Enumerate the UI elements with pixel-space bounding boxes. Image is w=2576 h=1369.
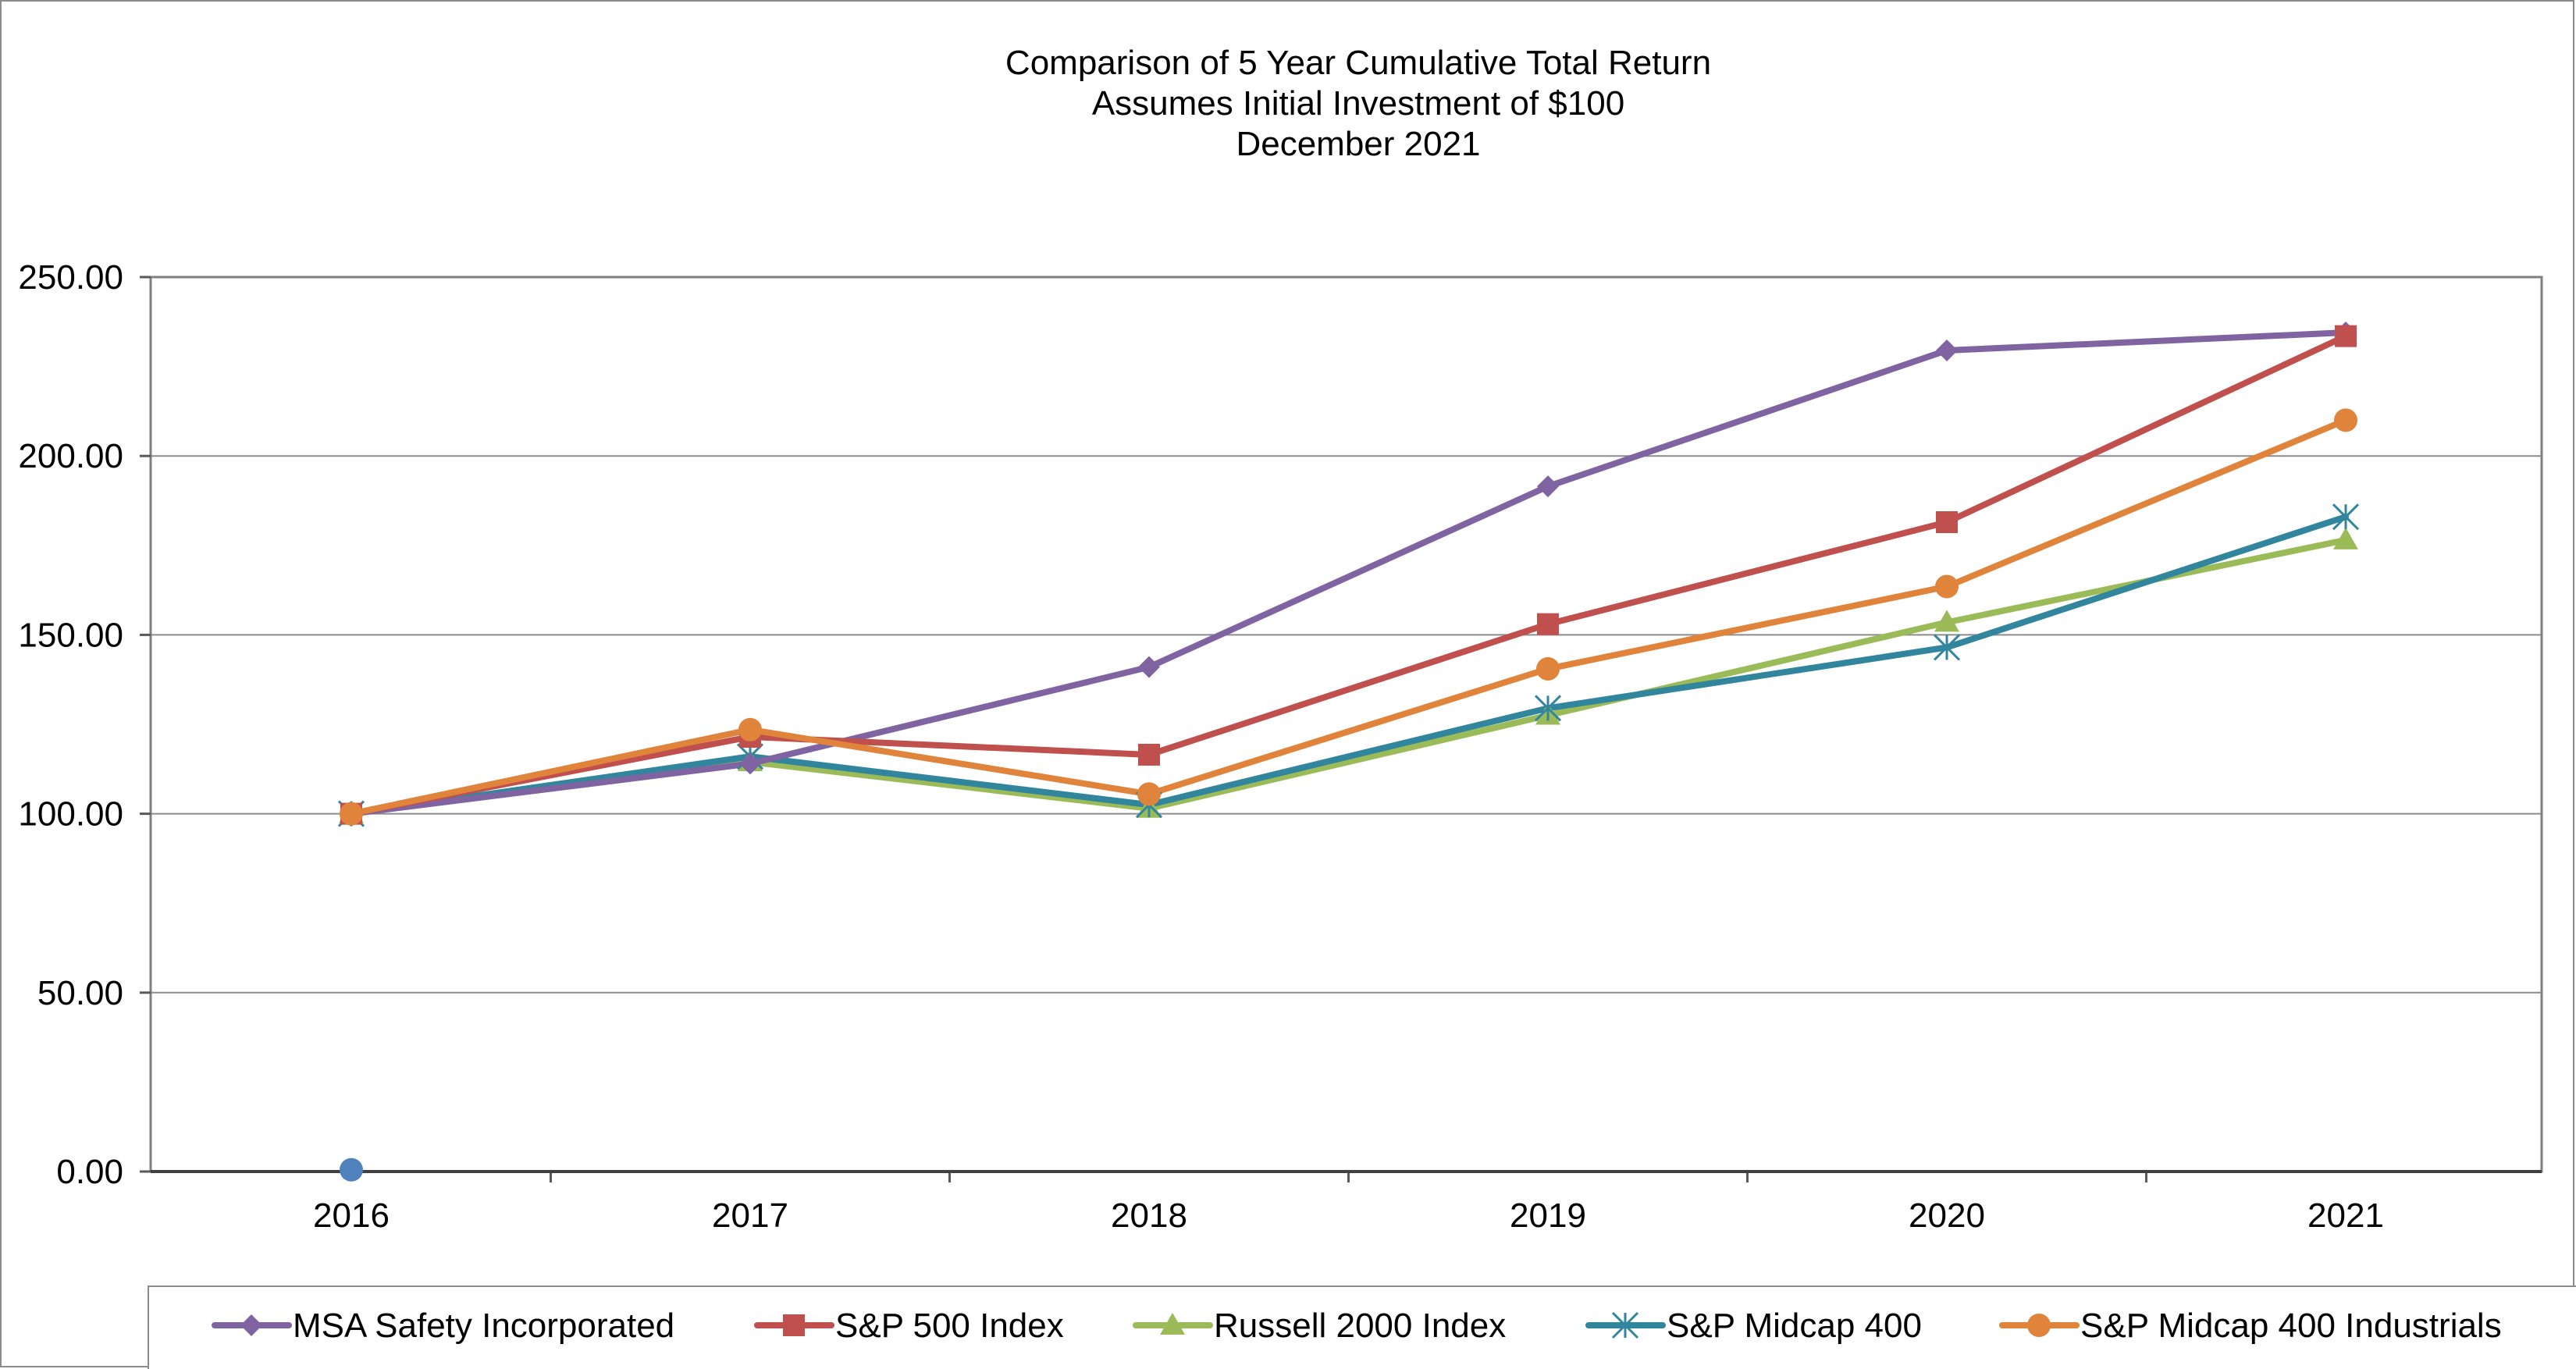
gridlines bbox=[151, 455, 2542, 994]
data-point bbox=[1936, 511, 1958, 534]
series-line bbox=[348, 329, 2349, 817]
y-tick-label: 200.00 bbox=[18, 437, 123, 475]
data-point bbox=[1536, 656, 1560, 681]
data-point bbox=[2335, 325, 2357, 347]
data-point bbox=[739, 752, 761, 775]
y-tick-label: 100.00 bbox=[18, 795, 123, 834]
legend-label: Russell 2000 Index bbox=[1214, 1307, 1506, 1345]
legend-label: S&P Midcap 400 bbox=[1667, 1307, 1922, 1345]
data-point bbox=[340, 802, 363, 826]
annotation-point bbox=[340, 1157, 363, 1182]
legend-marker bbox=[2027, 1314, 2051, 1337]
chart-subtitle-1: Assumes Initial Investment of $100 bbox=[1091, 84, 1625, 123]
y-tick-label: 250.00 bbox=[18, 258, 123, 297]
data-point bbox=[1936, 339, 1958, 361]
data-point bbox=[1138, 743, 1160, 766]
legend: MSA Safety Incorporated S&P 500 Index Russ… bbox=[148, 1285, 2576, 1369]
data-point bbox=[1933, 634, 1961, 661]
legend-box bbox=[148, 1285, 2576, 1369]
x-tick-label: 2016 bbox=[313, 1197, 390, 1235]
x-tick-label: 2020 bbox=[1909, 1197, 1985, 1235]
chart-title-block: Comparison of 5 Year Cumulative Total Re… bbox=[0, 43, 2576, 165]
data-point bbox=[1934, 610, 1959, 632]
series-lines bbox=[348, 329, 2349, 817]
x-tick-label: 2019 bbox=[1510, 1197, 1586, 1235]
legend-label: MSA Safety Incorporated bbox=[293, 1307, 674, 1345]
legend-marker bbox=[1160, 1313, 1185, 1335]
data-point bbox=[2332, 503, 2360, 531]
data-point bbox=[2333, 527, 2358, 549]
x-tick-label: 2021 bbox=[2307, 1197, 2384, 1235]
x-tick-label: 2017 bbox=[712, 1197, 788, 1235]
data-point bbox=[1537, 613, 1559, 635]
legend-marker bbox=[1611, 1311, 1639, 1339]
chart-title: Comparison of 5 Year Cumulative Total Re… bbox=[1005, 44, 1712, 82]
legend-marker bbox=[240, 1314, 262, 1336]
data-point bbox=[1138, 656, 1160, 678]
chart-subtitle-2: December 2021 bbox=[1236, 125, 1481, 163]
data-point bbox=[1935, 574, 1959, 599]
data-point bbox=[1534, 695, 1562, 722]
legend-label: S&P Midcap 400 Industrials bbox=[2080, 1307, 2502, 1345]
y-tick-label: 150.00 bbox=[18, 616, 123, 654]
x-tick-label: 2018 bbox=[1111, 1197, 1187, 1235]
data-point bbox=[1137, 782, 1161, 806]
series-line bbox=[348, 514, 2349, 817]
y-tick-label: 0.00 bbox=[56, 1153, 123, 1191]
legend-label: S&P 500 Index bbox=[835, 1307, 1064, 1345]
data-point bbox=[738, 717, 762, 741]
axes: 0.00 50.00 100.00 150.00 200.00 250.00 2016 201… bbox=[18, 258, 2542, 1235]
data-point bbox=[1537, 475, 1559, 498]
legend-marker bbox=[783, 1314, 805, 1336]
series-markers bbox=[337, 322, 2360, 1182]
y-tick-label: 50.00 bbox=[37, 974, 123, 1012]
series-line bbox=[348, 417, 2349, 817]
data-point bbox=[2334, 408, 2357, 432]
series-line bbox=[348, 332, 2349, 817]
